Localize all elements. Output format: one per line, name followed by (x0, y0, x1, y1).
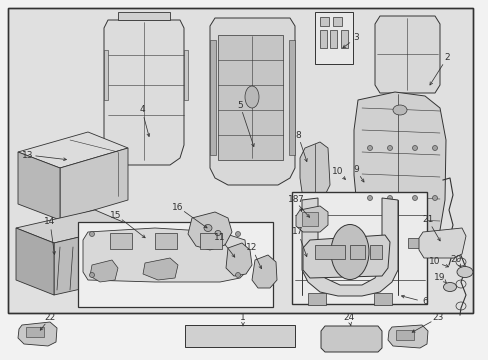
Bar (329, 30, 336, 48)
Bar (8, 8, 472, 313)
Ellipse shape (431, 145, 437, 150)
Text: 19: 19 (433, 273, 445, 282)
Text: 3: 3 (352, 33, 358, 42)
Polygon shape (104, 20, 183, 165)
Polygon shape (209, 40, 216, 155)
Polygon shape (54, 225, 130, 295)
Ellipse shape (386, 195, 392, 201)
Polygon shape (187, 212, 231, 250)
Polygon shape (18, 322, 57, 346)
Polygon shape (18, 152, 60, 220)
Bar (26, 327, 44, 337)
Polygon shape (299, 142, 329, 198)
Polygon shape (183, 50, 187, 100)
Text: 11: 11 (214, 234, 225, 243)
Text: 22: 22 (44, 314, 56, 323)
Text: 15: 15 (110, 211, 122, 220)
Ellipse shape (89, 231, 94, 237)
Text: 14: 14 (44, 217, 56, 226)
Polygon shape (373, 293, 391, 305)
Ellipse shape (330, 225, 368, 279)
Ellipse shape (392, 105, 406, 115)
Bar (218, 35, 283, 160)
Text: 8: 8 (295, 130, 300, 139)
Ellipse shape (244, 86, 259, 108)
Polygon shape (90, 260, 118, 282)
Text: 9: 9 (352, 166, 358, 175)
Polygon shape (83, 228, 247, 282)
Polygon shape (374, 16, 439, 93)
Text: 20: 20 (449, 256, 461, 265)
Bar (407, 238, 425, 248)
Text: 4: 4 (139, 105, 144, 114)
Polygon shape (302, 198, 397, 296)
Polygon shape (353, 92, 445, 252)
Bar (367, 238, 385, 248)
Polygon shape (209, 18, 294, 185)
Ellipse shape (215, 230, 221, 235)
Polygon shape (60, 148, 128, 220)
Polygon shape (251, 255, 276, 288)
Bar (78, 222, 272, 307)
Bar (314, 245, 345, 259)
Bar (395, 330, 413, 340)
Text: 24: 24 (343, 314, 354, 323)
Bar (369, 245, 381, 259)
Polygon shape (320, 326, 381, 352)
Ellipse shape (412, 195, 417, 201)
Polygon shape (295, 206, 327, 232)
Ellipse shape (203, 225, 212, 231)
Polygon shape (307, 293, 325, 305)
Bar (349, 245, 364, 259)
Text: 21: 21 (422, 216, 433, 225)
Bar (302, 212, 317, 226)
Bar (319, 17, 328, 26)
Bar (200, 233, 222, 249)
Text: 16: 16 (172, 202, 183, 211)
Ellipse shape (367, 145, 372, 150)
Text: 1: 1 (240, 314, 245, 323)
Text: 18: 18 (287, 195, 299, 204)
Polygon shape (142, 258, 178, 280)
Polygon shape (16, 210, 130, 243)
Text: 17: 17 (292, 228, 303, 237)
Bar (291, 192, 426, 304)
Ellipse shape (456, 266, 472, 278)
Polygon shape (18, 132, 128, 168)
Polygon shape (225, 243, 251, 276)
Ellipse shape (412, 145, 417, 150)
Text: 10: 10 (428, 257, 440, 266)
Polygon shape (387, 325, 427, 348)
Ellipse shape (367, 195, 372, 201)
Text: 7: 7 (297, 195, 302, 204)
Text: 5: 5 (237, 100, 243, 109)
Polygon shape (303, 235, 389, 278)
Ellipse shape (235, 231, 240, 237)
Text: 2: 2 (443, 54, 449, 63)
Bar (110, 233, 132, 249)
Bar (332, 17, 341, 26)
Ellipse shape (235, 273, 240, 278)
Polygon shape (418, 228, 465, 258)
Polygon shape (118, 12, 170, 20)
Bar (314, 12, 352, 64)
Bar (155, 233, 177, 249)
Bar (8, 8, 472, 313)
Polygon shape (288, 40, 294, 155)
Bar (184, 325, 294, 347)
Ellipse shape (443, 283, 456, 292)
Polygon shape (16, 228, 54, 295)
Text: 13: 13 (22, 150, 34, 159)
Text: 12: 12 (246, 243, 257, 252)
Bar (319, 30, 326, 48)
Text: 10: 10 (331, 167, 343, 176)
Polygon shape (104, 50, 108, 100)
Bar (340, 30, 347, 48)
Ellipse shape (89, 273, 94, 278)
Text: 6: 6 (421, 297, 427, 306)
Ellipse shape (431, 195, 437, 201)
Text: 23: 23 (431, 314, 443, 323)
Ellipse shape (386, 145, 392, 150)
